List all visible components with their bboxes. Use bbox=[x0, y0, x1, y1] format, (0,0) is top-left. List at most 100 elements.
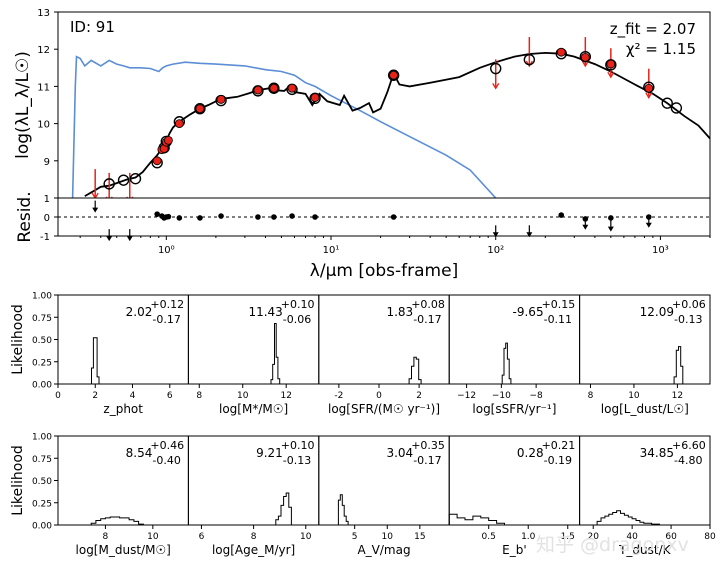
sed-frame bbox=[57, 11, 711, 199]
hist-step bbox=[89, 337, 100, 385]
hist-step bbox=[596, 510, 660, 525]
watermark: 知乎 @dragonxv bbox=[536, 534, 689, 556]
residual-point bbox=[390, 214, 397, 220]
residual-point bbox=[176, 215, 183, 221]
observed-point bbox=[216, 95, 226, 104]
sed-ytick-label: 13 bbox=[37, 8, 50, 19]
hist-best-value: 0.28 bbox=[517, 446, 544, 460]
hist-xtick-label: 0 bbox=[376, 391, 382, 401]
hist-xlabel: log[SFR/(M☉ yr⁻¹)] bbox=[328, 402, 440, 416]
sed-ytick-label: 11 bbox=[37, 82, 50, 93]
hist-xtick-label: −8 bbox=[529, 391, 543, 401]
hist-err-plus: +0.08 bbox=[411, 298, 445, 311]
chi2-annotation: χ² = 1.15 bbox=[626, 40, 696, 58]
hist-xlabel: log[M*/M☉] bbox=[219, 402, 288, 416]
hist-panel: −12 −10 −8 -9.65+0.15 -0.11 log[sSFR/yr⁻¹] bbox=[448, 294, 581, 416]
hist-err-plus: +0.35 bbox=[411, 439, 445, 452]
hist-xtick-label: 10 bbox=[300, 532, 312, 542]
sed-xlabel: λ/μm [obs-frame] bbox=[310, 261, 458, 281]
hist-best-value: 9.21 bbox=[256, 446, 283, 460]
hist-panel: 0 2 4 6 2.02+0.12 -0.17 z_phot bbox=[55, 294, 189, 416]
residual-point bbox=[154, 211, 160, 217]
hist-xlabel: log[Age_M/yr] bbox=[212, 543, 295, 557]
observed-point bbox=[556, 47, 566, 57]
residual-limit-arrow bbox=[92, 207, 99, 213]
observed-point bbox=[310, 93, 320, 102]
hist-xtick-label: 8 bbox=[196, 391, 202, 401]
model-photometry-point bbox=[490, 62, 502, 75]
model-photometry-point bbox=[103, 178, 115, 190]
hist-frame bbox=[579, 435, 711, 526]
model-photometry-point bbox=[661, 97, 673, 109]
observed-point bbox=[389, 70, 399, 80]
upper-limit-arrow bbox=[492, 83, 500, 90]
likelihood-ytick-label: 1.00 bbox=[32, 433, 52, 443]
sed-panel: 9 10 11 12 13 log(λL_λ/L☉) ID: 91 z_fit = 2.07χ… bbox=[13, 8, 711, 199]
hist-frame bbox=[579, 294, 711, 385]
sed-plot-area bbox=[71, 37, 710, 198]
hist-xlabel: T_dust/K bbox=[618, 543, 672, 557]
residual-limit-arrow bbox=[645, 222, 652, 228]
hist-best-value: 8.54 bbox=[126, 446, 153, 460]
hist-xtick-label: 1.0 bbox=[521, 532, 536, 542]
hist-step bbox=[275, 492, 292, 525]
sed-ylabel: log(λL_λ/L☉) bbox=[13, 51, 33, 159]
hist-xtick-label: 40 bbox=[626, 532, 638, 542]
resid-ylabel: Resid. bbox=[15, 191, 35, 242]
hist-err-plus: +0.10 bbox=[281, 439, 315, 452]
hist-panel: 20 40 60 80 34.85+6.60 -4.80 T_dust/K bbox=[579, 435, 716, 557]
upper-limit-arrow bbox=[525, 60, 533, 68]
hist-err-minus: -0.40 bbox=[152, 454, 180, 467]
hist-xtick-label: -2 bbox=[334, 391, 343, 401]
x-tick-label: 10⁰ bbox=[158, 245, 175, 256]
hist-xtick-label: 2 bbox=[92, 391, 98, 401]
likelihood-ytick-label: 0.50 bbox=[32, 477, 52, 487]
likelihood-ytick-label: 0.00 bbox=[32, 522, 52, 532]
hist-xtick-label: 80 bbox=[704, 532, 716, 542]
hist-panel: 8 10 8.54+0.46 -0.40 log[M_dust/M☉] bbox=[57, 435, 189, 557]
hist-best-value: 2.02 bbox=[126, 305, 153, 319]
likelihood-ytick-label: 0.50 bbox=[32, 336, 52, 346]
hist-panel: 8 10 12 12.09+0.06 -0.13 log[L_dust/L☉] bbox=[579, 294, 711, 416]
hist-err-minus: -0.17 bbox=[152, 313, 180, 326]
hist-step bbox=[448, 513, 505, 525]
hist-best-value: 3.04 bbox=[386, 446, 413, 460]
likelihood-ylabel: Likelihood bbox=[10, 304, 26, 375]
hist-best-value: 11.43 bbox=[248, 305, 282, 319]
hist-xtick-label: 8 bbox=[103, 532, 109, 542]
likelihood-ytick-label: 0.25 bbox=[32, 499, 52, 509]
hist-step bbox=[408, 356, 422, 384]
hist-xlabel: z_phot bbox=[103, 402, 143, 416]
hist-xtick-label: −10 bbox=[492, 391, 511, 401]
likelihood-ylabel: Likelihood bbox=[10, 445, 26, 516]
residual-point bbox=[608, 215, 614, 221]
hist-xtick-label: 5 bbox=[352, 532, 358, 542]
hist-err-plus: +0.15 bbox=[542, 298, 576, 311]
residual-limit-arrow bbox=[526, 232, 533, 238]
observed-point bbox=[195, 104, 205, 114]
resid-ytick-label: 0 bbox=[44, 213, 50, 224]
hist-xtick-label: 8 bbox=[588, 391, 594, 401]
hist-panel: -2 0 2 1.83+0.08 -0.17 log[SFR/(M☉ yr⁻¹)] bbox=[318, 294, 450, 416]
model-photometry-point bbox=[387, 69, 400, 81]
hist-step bbox=[337, 494, 349, 525]
observed-point bbox=[164, 135, 173, 145]
residual-point bbox=[197, 215, 203, 221]
sed-ytick-label: 9 bbox=[44, 157, 50, 168]
hist-err-plus: +0.06 bbox=[672, 298, 706, 311]
residual-point bbox=[558, 212, 565, 218]
hist-err-minus: -0.06 bbox=[283, 313, 311, 326]
hist-xtick-label: 15 bbox=[414, 532, 425, 542]
hist-xtick-label: 10 bbox=[147, 532, 159, 542]
hist-err-minus: -0.11 bbox=[544, 313, 572, 326]
observed-point bbox=[152, 156, 162, 166]
residual-point bbox=[255, 214, 261, 220]
hist-xtick-label: 0.5 bbox=[482, 532, 496, 542]
likelihood-ytick-label: 1.00 bbox=[32, 292, 52, 302]
residual-limit-arrow bbox=[492, 232, 499, 238]
hist-xlabel: log[L_dust/L☉] bbox=[601, 402, 689, 416]
hist-xlabel: log[sSFR/yr⁻¹] bbox=[472, 402, 556, 416]
